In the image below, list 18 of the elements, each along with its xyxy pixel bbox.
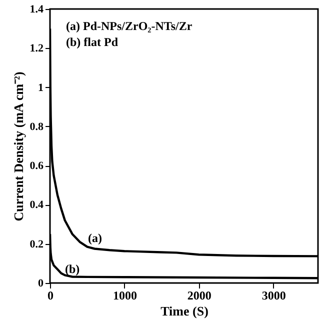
annotation: (b) flat Pd xyxy=(66,35,118,49)
annotation: (a) xyxy=(88,231,102,245)
y-tick-label: 1 xyxy=(38,82,44,94)
y-tick-label: 0.4 xyxy=(30,199,44,212)
y-tick-label: 0.6 xyxy=(30,160,44,172)
annotation: (b) xyxy=(65,262,80,276)
annotation: (a) Pd-NPs/ZrO₂-NTs/Zr xyxy=(66,19,193,33)
x-tick-label: 3000 xyxy=(262,288,286,302)
x-axis-title: Time (S) xyxy=(160,304,208,318)
y-tick-label: 0.8 xyxy=(30,120,44,133)
y-tick-label: 1.4 xyxy=(30,4,44,16)
y-axis-title: Current Density (mA cm⁻²) xyxy=(10,72,26,222)
y-tick-label: 1.2 xyxy=(30,42,44,55)
y-tick-label: 0 xyxy=(38,278,44,290)
x-tick-label: 0 xyxy=(48,288,54,302)
x-tick-label: 1000 xyxy=(112,288,137,302)
x-tick-label: 2000 xyxy=(187,288,212,302)
y-tick-label: 0.2 xyxy=(30,238,44,250)
